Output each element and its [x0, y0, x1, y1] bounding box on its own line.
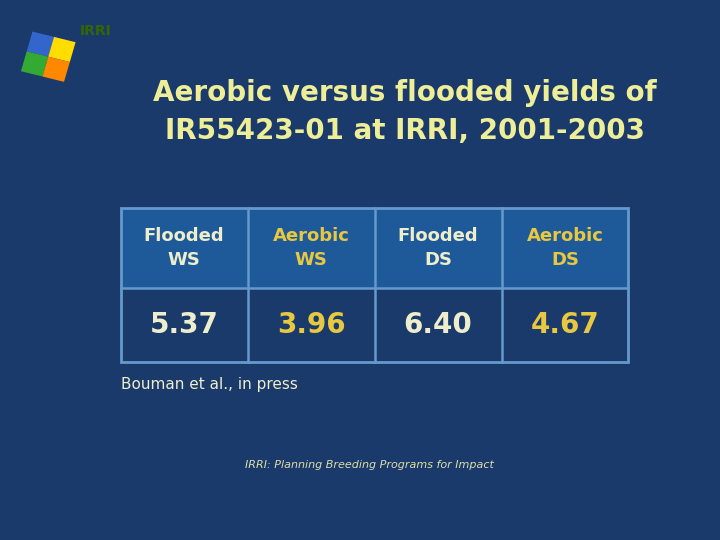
- Bar: [121, 208, 629, 288]
- Text: Aerobic
DS: Aerobic DS: [526, 227, 603, 269]
- Text: 5.37: 5.37: [150, 311, 219, 339]
- Polygon shape: [21, 51, 48, 77]
- Text: 6.40: 6.40: [404, 311, 472, 339]
- Text: IRRI: Planning Breeding Programs for Impact: IRRI: Planning Breeding Programs for Imp…: [245, 460, 493, 470]
- Text: Bouman et al., in press: Bouman et al., in press: [121, 377, 297, 392]
- Text: Aerobic
WS: Aerobic WS: [273, 227, 349, 269]
- Bar: [121, 288, 629, 362]
- Polygon shape: [42, 57, 70, 82]
- Text: 4.67: 4.67: [531, 311, 599, 339]
- Bar: [121, 208, 629, 362]
- Text: Flooded
WS: Flooded WS: [144, 227, 225, 269]
- Text: IRRI: IRRI: [79, 24, 111, 38]
- Text: IR55423-01 at IRRI, 2001-2003: IR55423-01 at IRRI, 2001-2003: [166, 117, 645, 145]
- Text: 3.96: 3.96: [276, 311, 346, 339]
- Polygon shape: [27, 31, 54, 57]
- Text: Aerobic versus flooded yields of: Aerobic versus flooded yields of: [153, 79, 657, 107]
- Text: Flooded
DS: Flooded DS: [397, 227, 478, 269]
- Polygon shape: [48, 37, 76, 62]
